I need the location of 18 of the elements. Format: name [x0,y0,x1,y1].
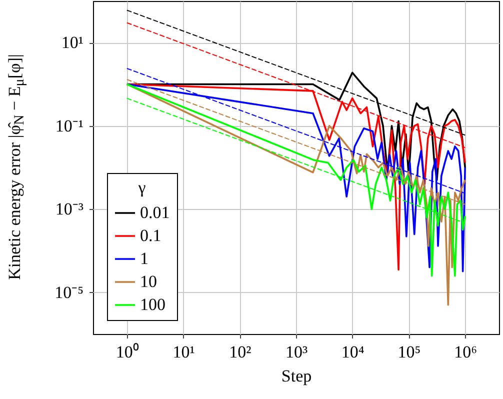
x-tick-label: 10⁵ [398,342,421,362]
legend-title: γ [137,178,146,197]
y-tick-label: 10⁻¹ [55,116,84,136]
x-tick-label: 10⁶ [454,342,478,362]
x-tick-label: 10³ [285,342,308,362]
legend-label: 10 [140,272,157,291]
legend-label: 100 [140,295,166,314]
x-tick-label: 10⁰ [116,342,139,362]
y-tick-label: 10⁻³ [55,200,84,219]
legend-label: 0.1 [140,226,162,245]
x-tick-label: 10¹ [172,342,195,362]
y-tick-label: 10⁻⁵ [54,282,84,302]
legend-label: 1 [140,249,148,268]
x-axis-title: Step [281,366,312,386]
x-tick-label: 10⁴ [341,342,364,362]
legend-label: 0.01 [140,203,170,222]
x-tick-label: 10² [229,342,252,362]
y-tick-label: 10¹ [61,33,84,52]
